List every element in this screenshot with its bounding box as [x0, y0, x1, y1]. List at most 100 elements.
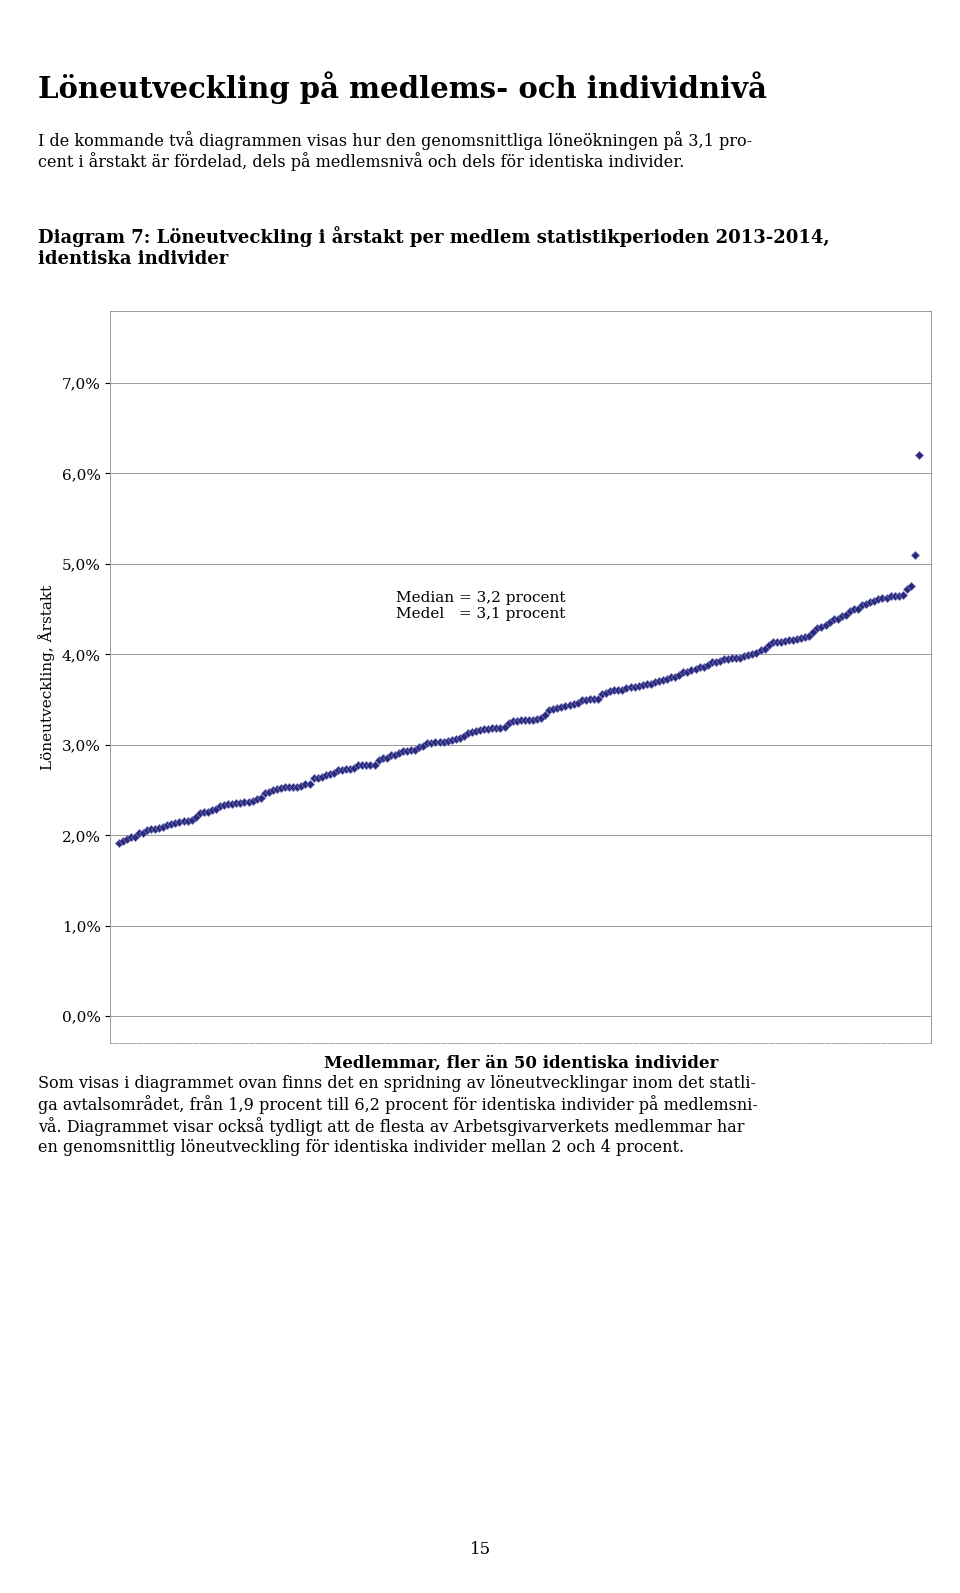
Point: [587, 687, 602, 712]
Point: [769, 629, 784, 655]
Point: [261, 779, 276, 804]
Point: [412, 734, 427, 760]
Point: [607, 677, 622, 703]
Point: [465, 718, 480, 744]
Point: [643, 671, 659, 696]
Point: [517, 707, 533, 733]
Point: [785, 628, 801, 653]
Point: [672, 663, 687, 688]
Point: [440, 728, 455, 753]
Point: [525, 707, 540, 733]
Point: [761, 632, 777, 658]
Point: [110, 830, 126, 855]
Point: [611, 677, 626, 703]
Point: [809, 615, 825, 640]
Point: [379, 746, 395, 771]
Point: [720, 647, 735, 672]
Point: [277, 774, 293, 800]
Point: [891, 583, 906, 609]
Point: [663, 664, 679, 690]
Point: [631, 674, 646, 699]
Point: [176, 809, 191, 835]
Point: [310, 765, 325, 790]
Point: [883, 583, 899, 609]
Point: [448, 726, 464, 752]
Point: [148, 817, 163, 843]
Point: [822, 610, 837, 636]
Point: [347, 755, 362, 781]
Point: [700, 653, 715, 679]
Point: [423, 730, 439, 755]
Point: [468, 718, 484, 744]
Point: [306, 766, 322, 792]
Point: [538, 703, 553, 728]
Point: [684, 658, 699, 683]
Text: Median = 3,2 procent
Medel   = 3,1 procent: Median = 3,2 procent Medel = 3,1 procent: [396, 591, 565, 621]
Point: [257, 781, 273, 806]
Point: [139, 817, 155, 843]
Point: [290, 774, 305, 800]
Point: [115, 828, 131, 854]
Point: [123, 824, 138, 849]
Point: [598, 680, 613, 706]
Point: [383, 742, 398, 768]
Point: [867, 588, 882, 613]
Point: [285, 774, 300, 800]
Point: [529, 706, 544, 731]
Point: [781, 628, 797, 653]
Point: [545, 696, 561, 722]
Point: [492, 715, 508, 741]
Point: [554, 695, 569, 720]
Point: [363, 752, 378, 777]
Point: [534, 706, 549, 731]
Point: [281, 774, 297, 800]
Point: [566, 691, 582, 717]
Point: [436, 730, 451, 755]
Point: [392, 741, 407, 766]
Point: [513, 707, 528, 733]
Y-axis label: Löneutveckling, Årstakt: Löneutveckling, Årstakt: [37, 585, 55, 769]
Point: [489, 715, 504, 741]
Point: [456, 723, 471, 749]
Point: [826, 607, 841, 632]
Point: [736, 644, 752, 669]
Point: [834, 602, 850, 628]
Point: [472, 717, 488, 742]
Point: [354, 752, 370, 777]
Point: [895, 583, 910, 609]
Point: [778, 628, 793, 653]
Point: [639, 672, 655, 698]
Point: [614, 677, 630, 703]
Point: [696, 655, 711, 680]
Point: [338, 757, 353, 782]
Point: [343, 757, 358, 782]
Point: [314, 765, 329, 790]
Point: [501, 710, 516, 736]
Point: [627, 674, 642, 699]
Point: [753, 637, 768, 663]
Point: [156, 814, 171, 840]
Text: Löneutveckling på medlems- och individnivå: Löneutveckling på medlems- och individni…: [38, 72, 767, 104]
Point: [127, 824, 142, 849]
Point: [201, 800, 216, 825]
Point: [221, 792, 236, 817]
Point: [204, 798, 220, 824]
Point: [509, 707, 524, 733]
Point: [802, 623, 817, 648]
Point: [232, 790, 248, 816]
Point: [858, 591, 874, 616]
Point: [667, 664, 683, 690]
Point: [359, 752, 374, 777]
Point: [623, 675, 638, 701]
Point: [132, 820, 147, 846]
Point: [476, 717, 492, 742]
Text: I de kommande två diagrammen visas hur den genomsnittliga löneökningen på 3,1 pr: I de kommande två diagrammen visas hur d…: [38, 131, 753, 172]
Point: [241, 789, 256, 814]
Point: [387, 742, 402, 768]
Point: [830, 607, 846, 632]
Point: [407, 738, 422, 763]
Point: [432, 730, 447, 755]
Point: [228, 790, 244, 816]
Point: [452, 725, 468, 750]
Point: [708, 648, 724, 674]
